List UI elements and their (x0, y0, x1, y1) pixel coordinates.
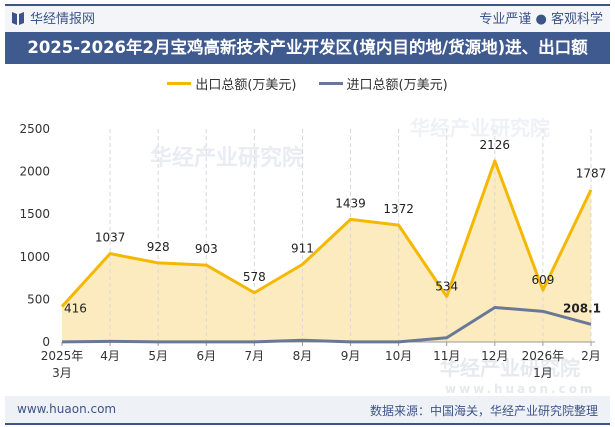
export-data-label: 1037 (95, 231, 126, 245)
legend-swatch (318, 82, 343, 85)
export-data-label: 2126 (480, 138, 511, 152)
header (5, 6, 610, 32)
x-tick-label: 3月 (52, 366, 72, 380)
legend-label: 出口总额(万美元) (195, 78, 297, 93)
x-tick-label: 8月 (293, 349, 313, 363)
x-tick-label: 10月 (385, 349, 412, 363)
import-data-label: 208.1 (563, 301, 601, 315)
export-line (60, 159, 593, 308)
x-tick-label: 7月 (245, 349, 265, 363)
brand-logo: 华经情报网 (12, 8, 95, 27)
x-tick-label: 5月 (148, 349, 168, 363)
x-tick-label: 11月 (433, 349, 460, 363)
watermark: www.huaon.com (445, 382, 595, 396)
x-tick-label: 2025年 (41, 349, 84, 363)
legend-label: 进口总额(万美元) (346, 78, 448, 93)
data-source: 数据来源：中国海关，华经产业研究院整理 (369, 404, 598, 418)
brand-name: 华经情报网 (30, 12, 96, 27)
y-tick-label: 1000 (19, 250, 50, 264)
watermark: 华经产业研究院 (410, 116, 550, 140)
x-tick-label: 6月 (196, 349, 216, 363)
export-data-label: 928 (147, 240, 170, 254)
top-border (5, 4, 610, 6)
export-area (62, 160, 591, 342)
y-tick-label: 0 (42, 335, 50, 349)
export-data-label: 1372 (383, 202, 414, 216)
y-tick-label: 2500 (19, 122, 50, 136)
export-data-label: 609 (531, 273, 554, 287)
website-link[interactable]: www.huaon.com (17, 402, 117, 416)
x-tick-label: 2月 (581, 349, 601, 363)
watermark: 华经产业研究院 (440, 356, 580, 380)
x-tick-label: 4月 (100, 349, 120, 363)
export-data-label: 903 (195, 242, 218, 256)
x-tick-label: 1月 (533, 366, 553, 380)
export-data-label: 1787 (576, 167, 607, 181)
legend-swatch (167, 82, 192, 85)
export-data-label: 416 (64, 302, 87, 316)
export-data-label: 578 (243, 270, 266, 284)
export-data-label: 534 (435, 280, 458, 294)
legend-item-import[interactable]: 进口总额(万美元) (318, 74, 448, 93)
x-tick-label: 9月 (341, 349, 361, 363)
x-tick-label: 12月 (481, 349, 508, 363)
x-tick-label: 2026年 (522, 349, 565, 363)
y-tick-label: 1500 (19, 207, 50, 221)
legend: 出口总额(万美元) 进口总额(万美元) (0, 74, 615, 93)
export-data-label: 911 (291, 241, 314, 255)
slogan: 专业严谨 ● 客观科学 (479, 12, 603, 27)
watermark: 华经产业研究院 (150, 145, 304, 171)
chart-title: 2025-2026年2月宝鸡高新技术产业开发区(境内目的地/货源地)进、出口额 (5, 32, 610, 64)
y-tick-label: 2000 (19, 165, 50, 179)
y-tick-label: 500 (27, 292, 50, 306)
export-data-label: 1439 (335, 196, 366, 210)
import-line (61, 305, 592, 344)
legend-item-export[interactable]: 出口总额(万美元) (167, 74, 297, 93)
book-icon (12, 11, 24, 25)
footer: www.huaon.com 数据来源：中国海关，华经产业研究院整理 (5, 396, 610, 425)
